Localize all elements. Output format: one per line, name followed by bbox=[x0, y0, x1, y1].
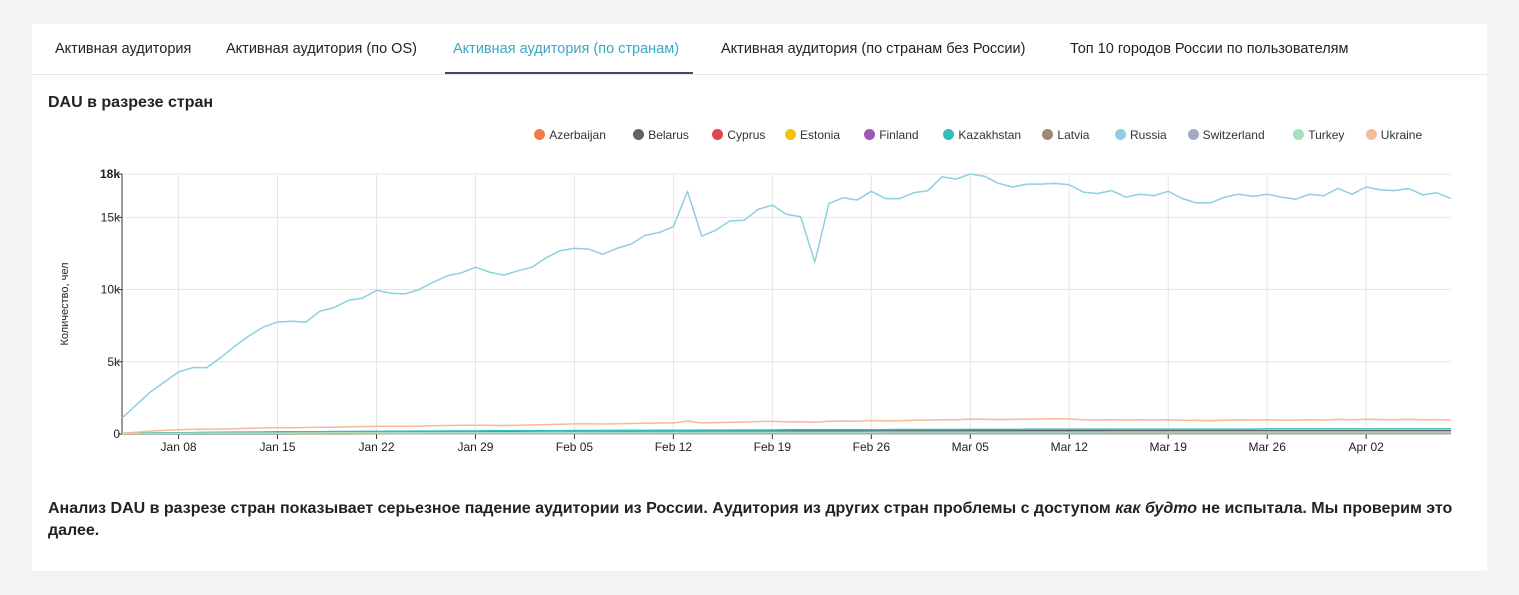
active-tab-indicator bbox=[445, 72, 693, 74]
x-tick-label: Mar 05 bbox=[952, 440, 990, 454]
y-tick-label: 5k bbox=[107, 355, 121, 369]
legend-item-finland[interactable]: Finland bbox=[864, 127, 919, 143]
tab-active-audience-countries-no-russia[interactable]: Активная аудитория (по странам без Росси… bbox=[721, 41, 1026, 57]
x-tick-label: Jan 08 bbox=[161, 440, 197, 454]
legend-dot bbox=[864, 129, 876, 140]
legend-dot bbox=[633, 129, 645, 140]
legend-dot bbox=[785, 129, 796, 140]
dashboard-card: Активная аудитория Активная аудитория (п… bbox=[32, 24, 1487, 571]
tab-active-audience-countries[interactable]: Активная аудитория (по странам) bbox=[453, 41, 680, 57]
legend-item-azerbaijan[interactable]: Azerbaijan bbox=[534, 127, 606, 143]
y-tick-label: 10k bbox=[101, 283, 121, 297]
analysis-text: Анализ DAU в разрезе стран показывает се… bbox=[48, 498, 1468, 542]
legend-dot bbox=[534, 129, 546, 140]
analysis-text-part2: не испытала. Мы проверим это далее. bbox=[48, 500, 1453, 539]
legend-label: Finland bbox=[879, 128, 919, 142]
legend-item-turkey[interactable]: Turkey bbox=[1293, 127, 1344, 143]
x-tick-label: Feb 26 bbox=[853, 440, 891, 454]
tab-active-audience-os[interactable]: Активная аудитория (по OS) bbox=[226, 41, 417, 57]
series-line-turkey bbox=[121, 431, 1451, 435]
legend-label: Turkey bbox=[1308, 128, 1345, 142]
x-tick-label: Mar 12 bbox=[1051, 440, 1089, 454]
legend-label: Cyprus bbox=[727, 128, 766, 142]
chart-title: DAU в разрезе стран bbox=[48, 94, 214, 111]
x-tick-label: Mar 19 bbox=[1150, 440, 1188, 454]
legend-dot bbox=[1187, 129, 1199, 140]
y-tick-label: 0 bbox=[113, 427, 120, 441]
dau-line-chart: Jan 08 Jan 15 Jan 22 Jan 29 Feb 05 Feb 12 Feb … bbox=[59, 167, 1452, 454]
legend-label: Russia bbox=[1130, 128, 1167, 142]
legend-dot bbox=[943, 129, 955, 140]
legend-dot bbox=[1042, 129, 1054, 140]
x-tick-label: Jan 15 bbox=[260, 440, 296, 454]
x-tick-label: Feb 12 bbox=[655, 440, 693, 454]
legend-label: Belarus bbox=[648, 128, 689, 142]
series-line-kazakhstan bbox=[121, 428, 1451, 435]
analysis-emphasis: как будто bbox=[1115, 500, 1198, 517]
tab-active-audience[interactable]: Активная аудитория bbox=[55, 41, 192, 57]
legend-item-switzerland[interactable]: Switzerland bbox=[1187, 127, 1265, 143]
legend-label: Switzerland bbox=[1202, 128, 1265, 142]
legend-label: Kazakhstan bbox=[958, 128, 1022, 142]
analysis-text-part1: Анализ DAU в разрезе стран показывает се… bbox=[48, 500, 1116, 517]
legend-item-belarus[interactable]: Belarus bbox=[633, 127, 689, 143]
legend-item-russia[interactable]: Russia bbox=[1115, 127, 1167, 143]
series-line-russia bbox=[121, 173, 1452, 419]
legend-dot bbox=[712, 129, 724, 140]
legend-item-kazakhstan[interactable]: Kazakhstan bbox=[943, 127, 1021, 143]
legend-item-estonia[interactable]: Estonia bbox=[785, 127, 840, 143]
x-tick-label: Mar 26 bbox=[1249, 440, 1287, 454]
legend-item-latvia[interactable]: Latvia bbox=[1042, 127, 1089, 143]
x-tick-label: Apr 02 bbox=[1348, 440, 1384, 454]
legend-dot bbox=[1293, 129, 1305, 140]
x-tick-label: Feb 05 bbox=[556, 440, 594, 454]
legend-label: Latvia bbox=[1057, 128, 1090, 142]
legend-dot bbox=[1115, 129, 1126, 140]
legend-item-cyprus[interactable]: Cyprus bbox=[712, 127, 765, 143]
x-tick-label: Jan 22 bbox=[358, 440, 394, 454]
y-tick-label: 18k bbox=[100, 167, 120, 181]
x-tick-label: Feb 19 bbox=[754, 440, 792, 454]
y-axis-label: Количество, чел bbox=[59, 262, 71, 345]
tab-top-10-cities[interactable]: Топ 10 городов России по пользователям bbox=[1070, 41, 1349, 57]
tab-bar: Активная аудитория Активная аудитория (п… bbox=[32, 24, 1487, 75]
legend-label: Azerbaijan bbox=[549, 128, 606, 142]
legend-dot bbox=[1365, 129, 1377, 140]
series-line-ukraine bbox=[121, 418, 1452, 434]
x-tick-label: Jan 29 bbox=[457, 440, 493, 454]
legend-label: Ukraine bbox=[1380, 128, 1423, 142]
legend-item-ukraine[interactable]: Ukraine bbox=[1365, 127, 1423, 143]
legend-label: Estonia bbox=[800, 128, 841, 142]
y-tick-label: 15k bbox=[101, 210, 121, 224]
